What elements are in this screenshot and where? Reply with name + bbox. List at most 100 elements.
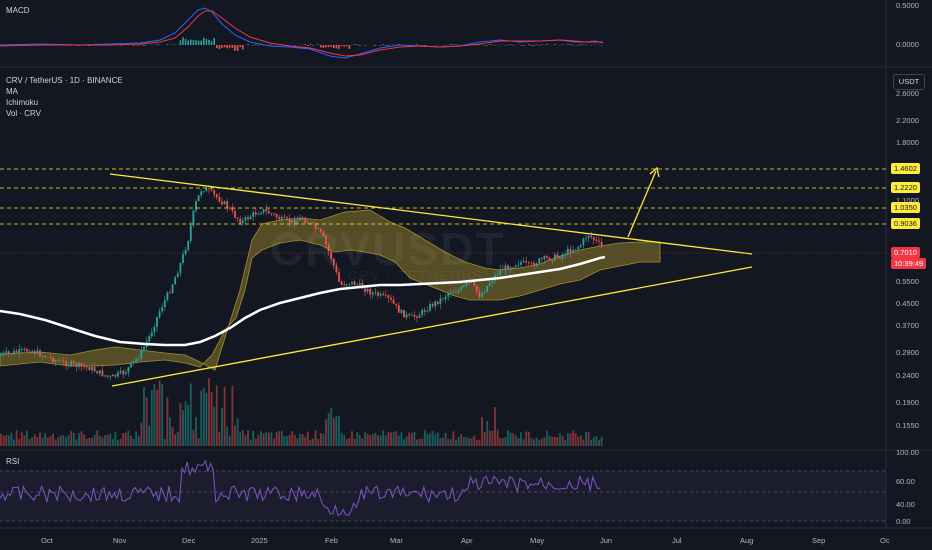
macd-histogram-bar	[442, 45, 444, 46]
indicator-ma[interactable]: MA	[6, 87, 18, 96]
volume-bar	[423, 430, 426, 446]
volume-bar	[137, 436, 140, 446]
volume-bar	[106, 434, 109, 446]
rsi-line	[0, 459, 601, 516]
candle-body	[356, 284, 359, 286]
macd-histogram-bar	[335, 45, 338, 49]
candle-body	[280, 216, 283, 220]
candle-body	[439, 298, 442, 305]
currency-button[interactable]: USDT	[893, 74, 925, 90]
volume-bar	[15, 430, 18, 446]
candle-body	[59, 360, 62, 362]
candle-body	[44, 355, 47, 357]
macd-histogram-bar	[197, 40, 200, 45]
macd-histogram-bar	[374, 45, 377, 46]
volume-bar	[400, 432, 403, 446]
candle-body	[431, 304, 434, 307]
candle-body	[382, 293, 385, 295]
candle-body	[28, 351, 31, 353]
indicator-ichimoku[interactable]: Ichimoku	[6, 98, 39, 107]
lower-trendline[interactable]	[111, 266, 753, 387]
volume-bar	[566, 433, 569, 446]
candle-body	[247, 217, 249, 220]
candle-body	[270, 213, 273, 215]
candle-body	[325, 236, 327, 245]
volume-bar	[509, 432, 512, 446]
breakout-arrow[interactable]	[627, 170, 657, 238]
volume-bar	[366, 433, 369, 446]
candle-body	[39, 350, 41, 357]
candle-body	[124, 372, 127, 375]
candle-body	[384, 294, 387, 296]
volume-bar	[46, 437, 49, 446]
volume-bar	[595, 436, 598, 446]
volume-bar	[410, 432, 413, 446]
candle-body	[582, 238, 585, 246]
volume-bar	[143, 387, 145, 446]
candle-body	[390, 297, 392, 300]
candle-body	[423, 310, 426, 312]
candle-body	[54, 360, 57, 362]
macd-histogram-bar	[580, 44, 582, 45]
candle-body	[434, 301, 437, 307]
volume-bar	[184, 401, 187, 446]
candle-body	[226, 201, 229, 208]
macd-histogram-bar	[255, 44, 257, 45]
volume-bar	[254, 438, 257, 446]
macd-histogram-bar	[353, 44, 356, 45]
macd-axis-tick: 0.5000	[896, 1, 919, 10]
candle-body	[496, 274, 499, 276]
macd-histogram-bar	[119, 45, 122, 46]
indicator-volume[interactable]: Vol · CRV	[6, 109, 41, 118]
candle-body	[522, 261, 525, 263]
level-tag[interactable]: 0.9036	[891, 218, 920, 229]
macd-histogram-bar	[252, 45, 254, 46]
volume-bar	[426, 433, 429, 446]
candle-body	[23, 349, 26, 350]
volume-bar	[257, 434, 260, 446]
level-tag[interactable]: 1.4602	[891, 163, 920, 174]
symbol-title[interactable]: CRV / TetherUS · 1D · BINANCE	[6, 76, 123, 85]
candle-body	[101, 370, 104, 377]
macd-histogram-bar	[379, 45, 382, 46]
volume-bar	[5, 435, 8, 446]
macd-histogram-bar	[236, 45, 239, 51]
current-price-tag[interactable]: 0.7010	[891, 247, 920, 258]
volume-bar	[223, 386, 226, 446]
upper-trendline[interactable]	[109, 173, 753, 255]
candle-body	[36, 350, 39, 354]
macd-histogram-bar	[270, 44, 273, 45]
candle-body	[504, 265, 507, 271]
volume-bar	[10, 432, 13, 446]
macd-label: MACD	[6, 6, 30, 15]
candle-body	[5, 351, 8, 353]
macd-histogram-bar	[530, 45, 533, 46]
volume-bar	[247, 430, 249, 446]
macd-histogram-bar	[385, 45, 387, 46]
candle-body	[130, 362, 132, 368]
volume-bar	[444, 433, 447, 446]
level-tag[interactable]: 1.2220	[891, 182, 920, 193]
volume-bar	[278, 430, 281, 446]
price-axis-tick: 2.2000	[896, 116, 919, 125]
macd-histogram-bar	[590, 45, 592, 46]
candle-body	[304, 219, 307, 223]
volume-bar	[429, 433, 431, 446]
volume-bar	[299, 434, 301, 446]
candle-body	[75, 363, 78, 367]
macd-histogram-bar	[218, 45, 221, 50]
level-tag[interactable]: 1.0350	[891, 202, 920, 213]
candle-body	[278, 217, 281, 220]
candle-body	[340, 281, 343, 285]
volume-bar	[416, 439, 418, 446]
volume-bar	[475, 439, 478, 446]
candle-body	[548, 257, 551, 261]
volume-bar	[561, 435, 564, 446]
volume-bar	[109, 433, 112, 446]
macd-histogram-bar	[307, 45, 309, 46]
macd-histogram-bar	[452, 44, 455, 45]
candle-body	[577, 247, 580, 250]
candle-body	[514, 265, 517, 268]
macd-histogram-bar	[205, 39, 208, 45]
